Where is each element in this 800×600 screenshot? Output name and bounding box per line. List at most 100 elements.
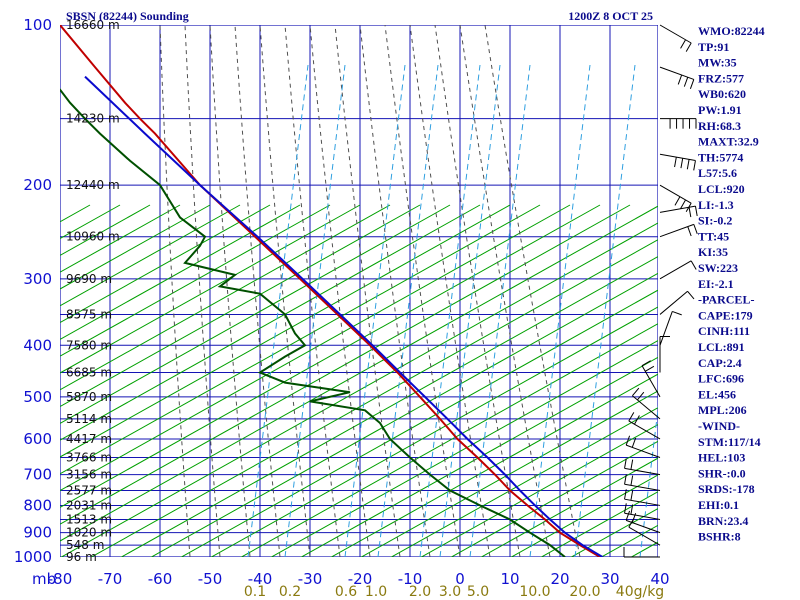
stability-index-item: LI:-1.3 <box>698 198 734 212</box>
wind-barb <box>624 483 661 492</box>
stability-index-item: RH:68.3 <box>698 119 741 133</box>
wind-barb-feather <box>690 260 697 270</box>
wind-barb-feather <box>672 310 682 316</box>
mixing-ratio-line <box>529 64 591 557</box>
sounding-profiles <box>60 25 604 557</box>
stability-index-item: SW:223 <box>698 261 738 275</box>
dry-adiabat-line <box>540 491 658 557</box>
wind-barb <box>628 526 661 546</box>
moist-adiabat-line <box>284 25 341 557</box>
moist-adiabat-line <box>184 25 221 557</box>
temperature-tick-label: -20 <box>348 570 373 588</box>
temperature-tick-label: -40 <box>248 570 273 588</box>
wind-barb-feather <box>631 437 637 448</box>
pressure-unit-label: mb <box>32 570 56 588</box>
mixing-ratio-line <box>639 405 658 557</box>
dry-adiabat-line <box>60 204 181 273</box>
moist-adiabat-line <box>159 25 191 557</box>
mixing-ratio-tick-label: 2.0 <box>409 584 431 600</box>
height-label: 10960 m <box>66 230 120 244</box>
wind-barb <box>659 290 688 315</box>
dewpoint-profile-line <box>60 88 566 557</box>
dry-adiabat-line <box>60 204 451 424</box>
stability-index-item: TH:5774 <box>698 150 743 164</box>
stability-index-item: MW:35 <box>698 56 737 70</box>
wind-barb-feather <box>624 503 627 514</box>
temperature-tick-label: -50 <box>198 570 223 588</box>
wind-barb <box>624 512 661 520</box>
height-label: 16660 m <box>66 18 120 32</box>
wind-barb <box>659 66 694 80</box>
moist-adiabat-line <box>259 25 311 557</box>
wind-barb <box>659 311 673 346</box>
height-label: 1020 m <box>66 526 112 540</box>
mixing-ratio-tick-label: 0.2 <box>279 584 301 600</box>
height-label: 6685 m <box>66 366 112 380</box>
moist-adiabat-line <box>359 25 431 557</box>
pressure-tick-label: 500 <box>23 388 52 406</box>
pressure-tick-label: 1000 <box>14 548 52 566</box>
pressure-tick-label: 200 <box>23 176 52 194</box>
stability-index-item: HEL:103 <box>698 451 745 465</box>
height-label: 3766 m <box>66 450 112 464</box>
wind-barb-feather <box>630 504 634 515</box>
dry-adiabat-line <box>770 205 800 597</box>
moist-adiabat-line <box>209 25 251 557</box>
wind-barb-column <box>623 24 698 558</box>
height-label: 5114 m <box>66 412 112 426</box>
moist-adiabat-line <box>409 25 491 557</box>
stability-index-item: CAP:2.4 <box>698 356 742 370</box>
moist-adiabat-line <box>334 25 401 557</box>
temperature-tick-label: 10 <box>500 570 519 588</box>
stability-index-item: WMO:82244 <box>698 24 765 38</box>
pressure-tick-label: 900 <box>23 524 52 542</box>
dry-adiabat-line <box>60 204 601 508</box>
dry-adiabat-line <box>270 339 658 557</box>
stability-index-item: L57:5.6 <box>698 166 737 180</box>
stability-index-item: LCL:891 <box>698 340 745 354</box>
temperature-tick-label: -70 <box>98 570 123 588</box>
stability-index-item: LFC:696 <box>698 372 744 386</box>
height-labels: 16660 m 14230 m 12440 m 10960 m 9690 m 8575 m… <box>66 18 120 564</box>
wind-barb-feather <box>686 159 690 170</box>
chart-title: SBSN (82244) Sounding <box>66 9 189 23</box>
dry-adiabat-line <box>60 204 361 374</box>
stability-index-item: -WIND- <box>698 419 740 433</box>
wind-barb-feather <box>693 224 698 234</box>
dry-adiabat-line <box>420 423 658 557</box>
stability-index-item: BSHR:8 <box>698 530 741 544</box>
stability-index-item: -PARCEL- <box>698 293 754 307</box>
mixing-ratio-line <box>377 64 439 557</box>
stability-index-item: TP:91 <box>698 40 729 54</box>
dry-adiabat-line <box>60 204 421 408</box>
temperature-tick-label: -80 <box>48 570 73 588</box>
height-label: 548 m <box>66 538 104 552</box>
height-label: 1513 m <box>66 512 112 526</box>
dry-adiabat-line <box>60 222 658 557</box>
height-label: 8575 m <box>66 307 112 321</box>
height-label: 2031 m <box>66 498 112 512</box>
wind-barb-feather <box>624 474 627 485</box>
temperature-tick-label: 20 <box>550 570 569 588</box>
stability-index-item: SI:-0.2 <box>698 214 732 228</box>
temperature-tick-label: -10 <box>398 570 423 588</box>
wind-barb-feather <box>677 74 683 85</box>
stability-index-item: EI:-2.1 <box>698 277 734 291</box>
height-label: 5870 m <box>66 390 112 404</box>
mixing-ratio-line <box>344 64 406 557</box>
dry-adiabat-line <box>120 255 658 557</box>
wind-barb-feather <box>688 207 692 218</box>
dry-adiabat-line <box>210 306 658 557</box>
dry-adiabat-line <box>60 204 211 290</box>
dry-adiabat-line <box>450 440 658 557</box>
plot-frame <box>60 25 658 557</box>
wind-barb <box>659 223 694 238</box>
wind-barb-feather <box>644 365 655 372</box>
mixing-ratio-line <box>284 64 346 557</box>
wind-barb-feather <box>628 412 635 422</box>
temperature-tick-label: -30 <box>298 570 323 588</box>
pressure-tick-label: 800 <box>23 496 52 514</box>
wind-barb <box>626 444 661 458</box>
